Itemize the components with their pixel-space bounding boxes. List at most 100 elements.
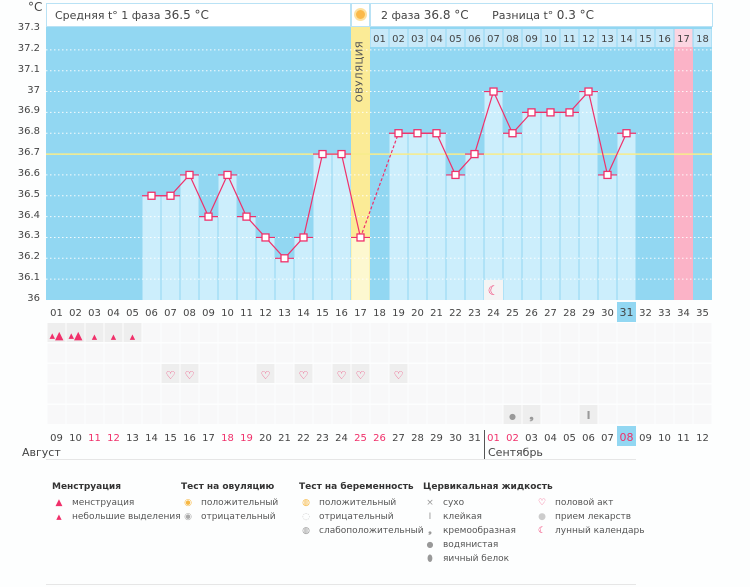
legend-item: прием лекарств bbox=[555, 512, 632, 522]
icon-cell bbox=[408, 343, 427, 363]
day-number: 01 bbox=[50, 308, 63, 319]
icon-cell bbox=[465, 323, 484, 342]
y-tick-label: 37.3 bbox=[17, 22, 40, 33]
temperature-point bbox=[261, 233, 270, 242]
temperature-chart: 01 02 03 04 05 06 07 08 09 10 11 12 13 14 15 16 17 18 ☾ 01 0… bbox=[46, 27, 712, 446]
date-label: 26 bbox=[373, 433, 386, 444]
icon-cell bbox=[560, 405, 579, 424]
icon-cell bbox=[598, 364, 617, 383]
icon-cell bbox=[123, 364, 142, 383]
date-label: 16 bbox=[183, 433, 196, 444]
phase2-day-cell bbox=[408, 29, 427, 47]
phase2-day-label: 06 bbox=[468, 34, 481, 45]
icon-cell bbox=[560, 384, 579, 404]
day-number: 12 bbox=[259, 308, 272, 319]
menstruation-icon: ▴▲ bbox=[69, 329, 84, 342]
icon-cell bbox=[161, 323, 180, 342]
legend-item: отрицательный bbox=[319, 512, 394, 522]
y-tick-label: 37.2 bbox=[17, 42, 40, 54]
icon-cell bbox=[370, 384, 389, 404]
icon-cell bbox=[275, 364, 294, 383]
spotting-icon: ▲ bbox=[56, 513, 62, 521]
icon-cell bbox=[85, 384, 104, 404]
moon-cell bbox=[484, 280, 503, 300]
icon-cell bbox=[313, 364, 332, 383]
icon-cell bbox=[275, 405, 294, 424]
icon-cell bbox=[313, 323, 332, 342]
icon-cell bbox=[655, 323, 674, 342]
icon-cell bbox=[636, 323, 655, 342]
watery-icon: ● bbox=[509, 412, 516, 421]
temperature-bar bbox=[294, 237, 313, 300]
date-label: 13 bbox=[126, 433, 139, 444]
month-august: Август bbox=[22, 446, 61, 459]
icon-cell bbox=[617, 405, 636, 424]
egg-white-icon: ⬮ bbox=[427, 554, 433, 564]
phase2-day-cell bbox=[389, 29, 408, 47]
date-label: 15 bbox=[164, 433, 177, 444]
spotting-icon: ▲ bbox=[92, 333, 98, 341]
temperature-point bbox=[242, 212, 251, 221]
y-tick-label: 36.4 bbox=[17, 209, 40, 221]
temperature-point bbox=[223, 170, 232, 180]
phase2-day-cell bbox=[655, 29, 674, 47]
icon-cell bbox=[332, 323, 351, 342]
icon-cell bbox=[199, 364, 218, 383]
icon-cell bbox=[199, 384, 218, 404]
temperature-bar bbox=[560, 112, 579, 300]
icon-cell bbox=[484, 364, 503, 383]
date-label: 27 bbox=[392, 433, 405, 444]
date-label: 21 bbox=[278, 433, 291, 444]
phase2-day-label: 02 bbox=[392, 34, 405, 45]
icon-cell bbox=[598, 343, 617, 363]
date-label: 02 bbox=[506, 433, 519, 444]
phase2-day-cell bbox=[484, 29, 503, 47]
y-tick-label: 37.1 bbox=[17, 63, 40, 75]
phase2-day-label: 13 bbox=[601, 34, 614, 45]
menstruation-cell bbox=[104, 323, 123, 342]
icon-cell bbox=[655, 384, 674, 404]
icon-cell bbox=[560, 343, 579, 363]
phase2-day-cell bbox=[674, 29, 693, 47]
date-label: 28 bbox=[411, 433, 424, 444]
icon-cell bbox=[484, 384, 503, 404]
temperature-point bbox=[318, 149, 327, 159]
phase2-day-cell bbox=[522, 29, 541, 47]
phase2-header: 2 фаза 36.8 °C Разница t° 0.3 °C bbox=[370, 3, 713, 27]
intercourse-cell bbox=[332, 364, 351, 383]
phase2-day-cell bbox=[427, 29, 446, 47]
icon-cell bbox=[218, 323, 237, 342]
icon-cell bbox=[389, 384, 408, 404]
heart-icon: ♡ bbox=[261, 369, 271, 382]
icon-cell bbox=[218, 343, 237, 363]
temperature-line-segment bbox=[188, 174, 210, 217]
date-label: 31 bbox=[468, 433, 481, 444]
pregnancy-positive-icon: ◍ bbox=[302, 498, 310, 508]
ovulation-header bbox=[351, 3, 370, 27]
phase2-day-label: 05 bbox=[449, 34, 462, 45]
temperature-bar bbox=[579, 91, 598, 301]
today-day-highlight bbox=[617, 302, 636, 322]
icon-cell bbox=[180, 405, 199, 424]
icon-cell bbox=[351, 384, 370, 404]
date-label: 12 bbox=[696, 433, 709, 444]
date-label: 10 bbox=[658, 433, 671, 444]
date-label: 30 bbox=[449, 433, 462, 444]
date-label: 12 bbox=[107, 433, 120, 444]
temperature-line-segment bbox=[606, 132, 628, 176]
legend-item: небольшие выделения bbox=[72, 512, 181, 522]
menstruation-icon: ▴▲ bbox=[50, 329, 65, 342]
date-label: 25 bbox=[354, 433, 367, 444]
temperature-bar bbox=[199, 216, 218, 300]
icon-cell bbox=[237, 405, 256, 424]
icon-cell bbox=[256, 384, 275, 404]
creamy-icon: ❟ bbox=[428, 526, 432, 536]
y-tick-label: 36 bbox=[27, 293, 40, 304]
ovulation-label: ОВУЛЯЦИЯ bbox=[354, 40, 366, 103]
temperature-bar bbox=[332, 154, 351, 300]
phase2-label: 2 фаза bbox=[381, 9, 421, 22]
icon-cell bbox=[275, 323, 294, 342]
phase2-day-label: 15 bbox=[639, 34, 652, 45]
icon-cell bbox=[446, 323, 465, 342]
day-number: 23 bbox=[468, 308, 481, 319]
